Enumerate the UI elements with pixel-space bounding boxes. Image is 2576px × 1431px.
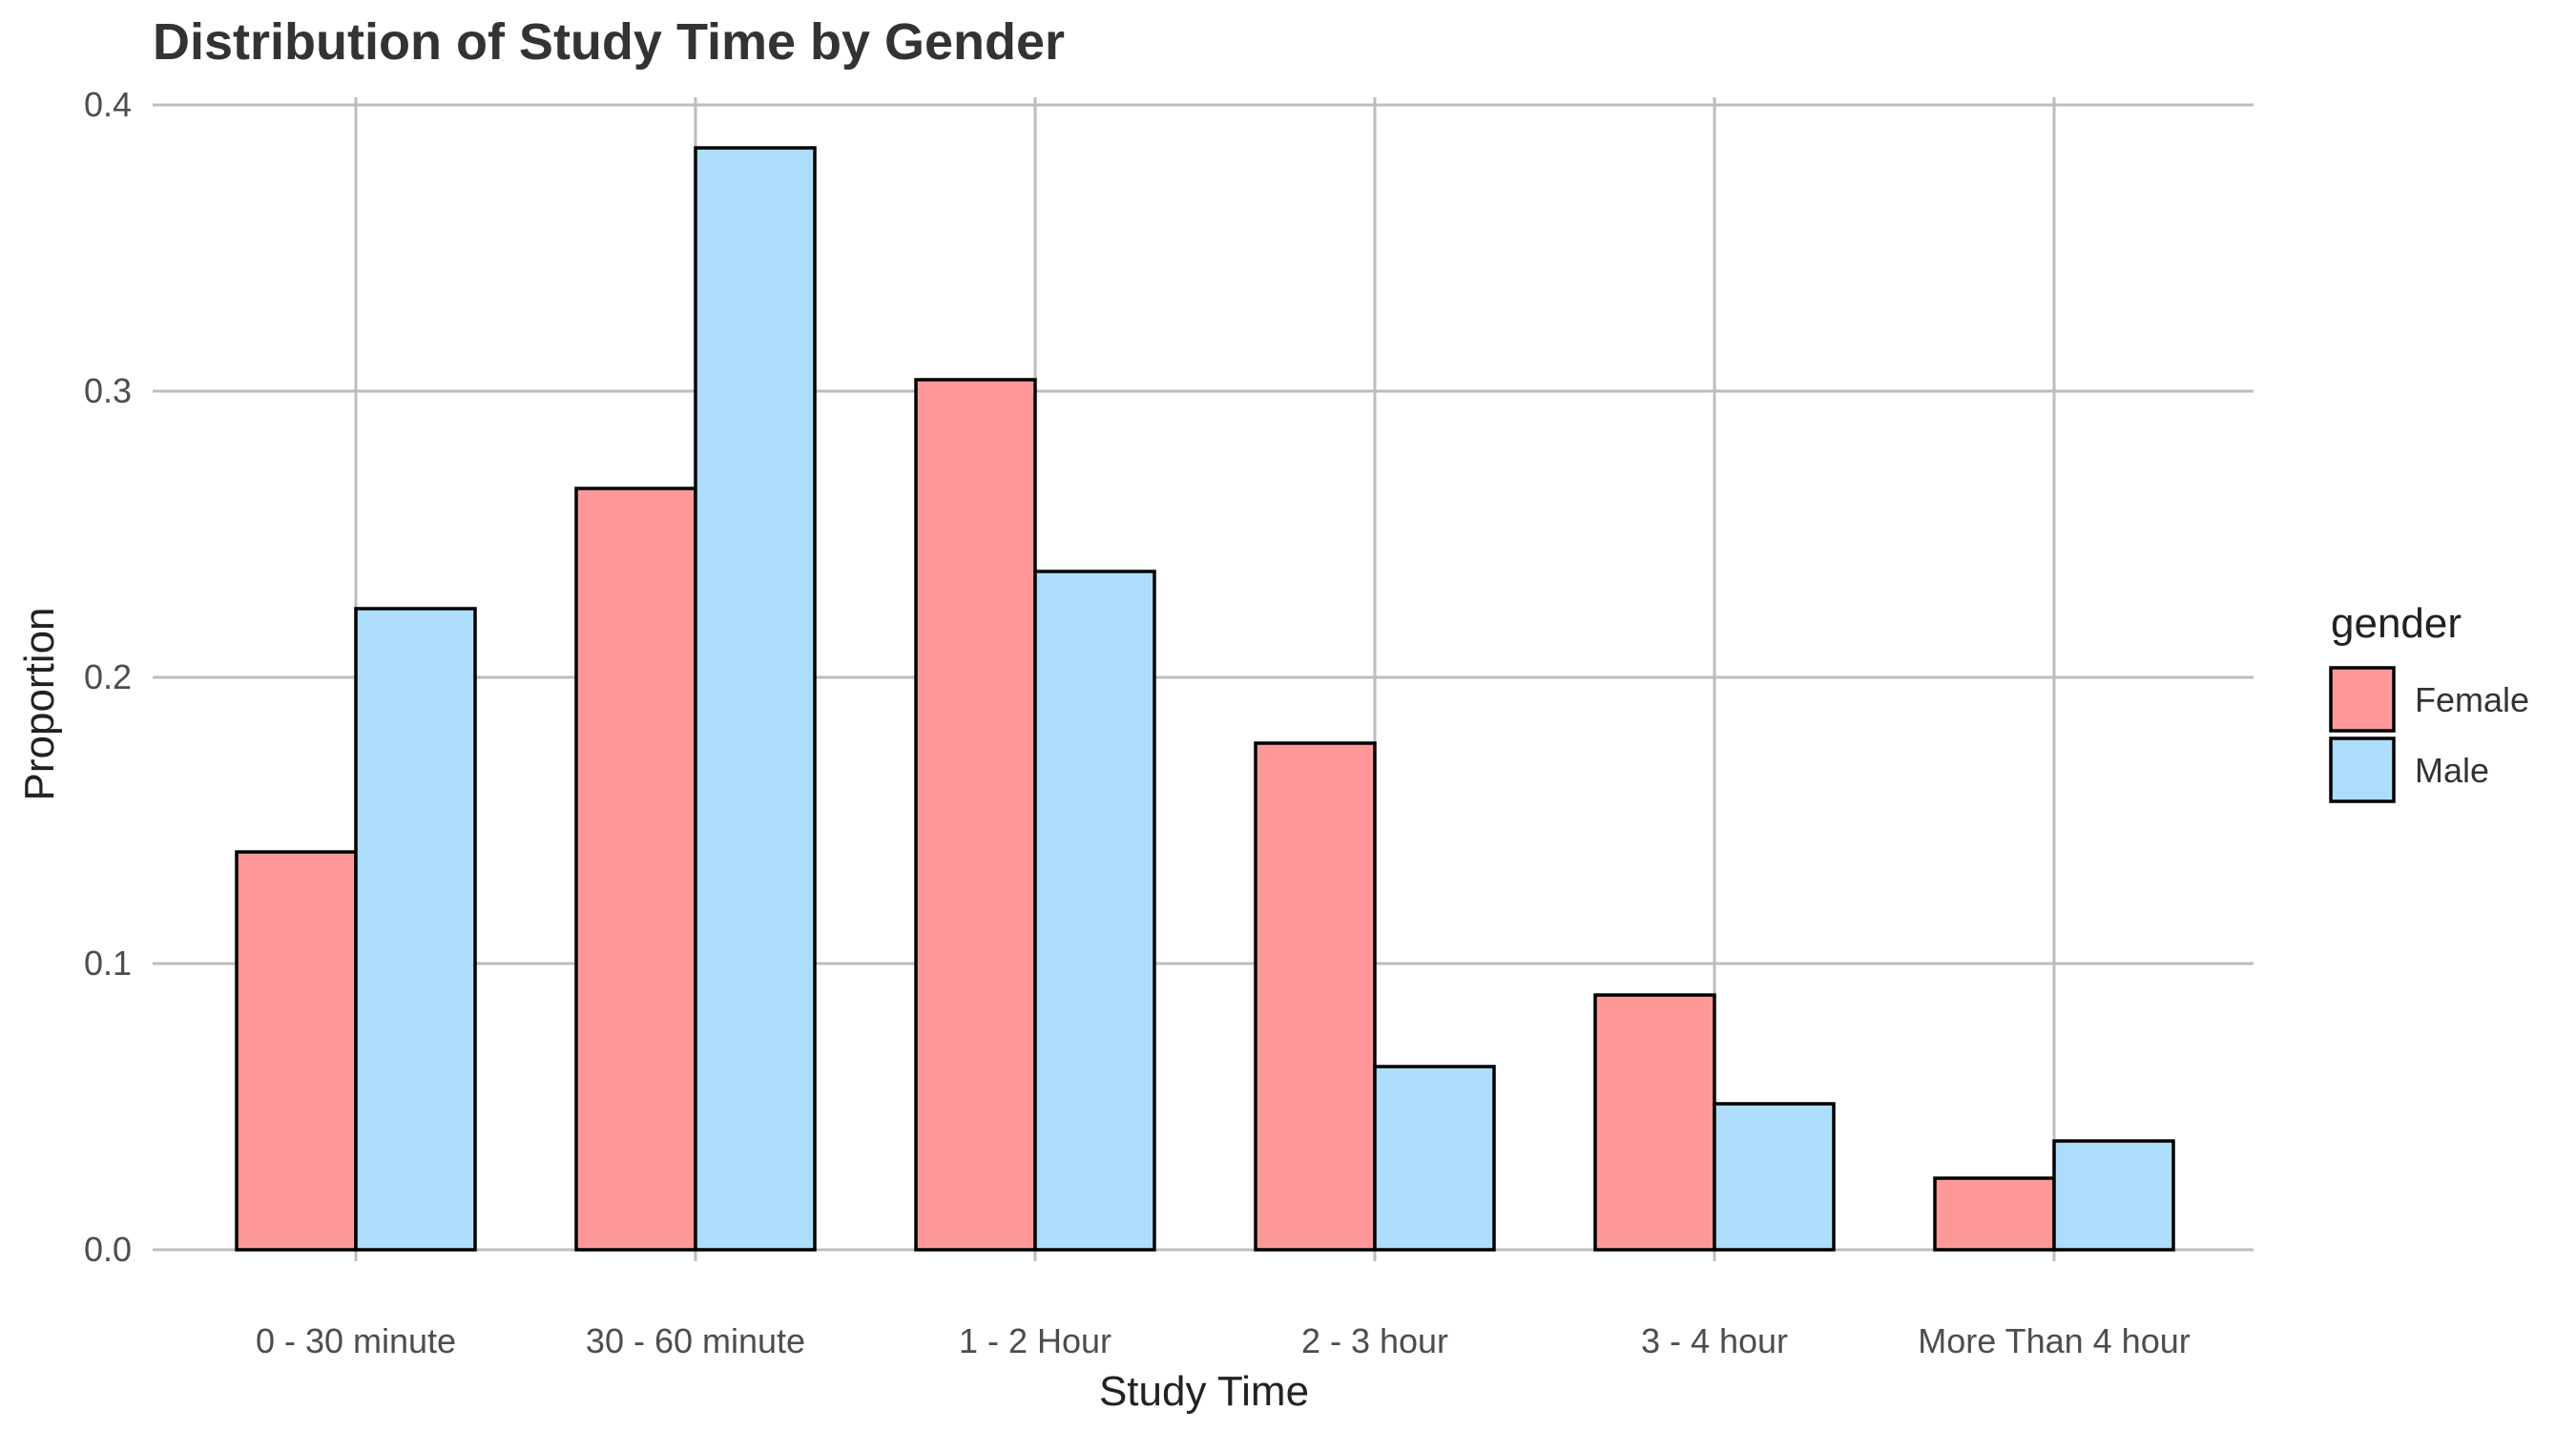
bar-male [1713, 1102, 1836, 1252]
bar-female [1593, 993, 1716, 1252]
bar-male [1033, 570, 1156, 1252]
x-tick-label: 0 - 30 minute [256, 1321, 456, 1360]
bars [235, 146, 2175, 1252]
legend-key-male [2329, 736, 2396, 803]
x-tick-label: 2 - 3 hour [1301, 1321, 1448, 1360]
x-tick-label: 1 - 2 Hour [959, 1321, 1111, 1360]
bar-female [1933, 1176, 2056, 1252]
y-axis-title: Proportion [16, 607, 63, 800]
x-tick-label: More Than 4 hour [1918, 1321, 2191, 1360]
bar-female [235, 850, 358, 1252]
y-axis-ticks: 0.0 0.1 0.2 0.3 0.4 [84, 85, 132, 1269]
y-tick-label: 0.4 [84, 85, 132, 124]
bar-male [2052, 1139, 2175, 1252]
bar-male [354, 607, 477, 1252]
bar-female [1254, 741, 1377, 1252]
y-tick-label: 0.3 [84, 371, 132, 410]
legend: gender Female Male [2329, 600, 2529, 803]
legend-label-male: Male [2415, 751, 2489, 790]
x-tick-label: 3 - 4 hour [1641, 1321, 1788, 1360]
x-tick-label: 30 - 60 minute [586, 1321, 805, 1360]
legend-key-female [2329, 666, 2396, 733]
y-tick-label: 0.2 [84, 657, 132, 696]
legend-title: gender [2331, 600, 2462, 647]
bar-male [694, 146, 817, 1252]
legend-label-female: Female [2415, 680, 2529, 719]
y-tick-label: 0.1 [84, 944, 132, 983]
bar-female [574, 487, 697, 1252]
chart-title: Distribution of Study Time by Gender [153, 13, 1065, 71]
x-axis-title: Study Time [1099, 1368, 1309, 1415]
bar-female [914, 378, 1037, 1252]
x-axis-ticks: 0 - 30 minute 30 - 60 minute 1 - 2 Hour 2 -… [256, 1321, 2191, 1360]
y-tick-label: 0.0 [84, 1230, 132, 1269]
bar-male [1373, 1065, 1496, 1252]
